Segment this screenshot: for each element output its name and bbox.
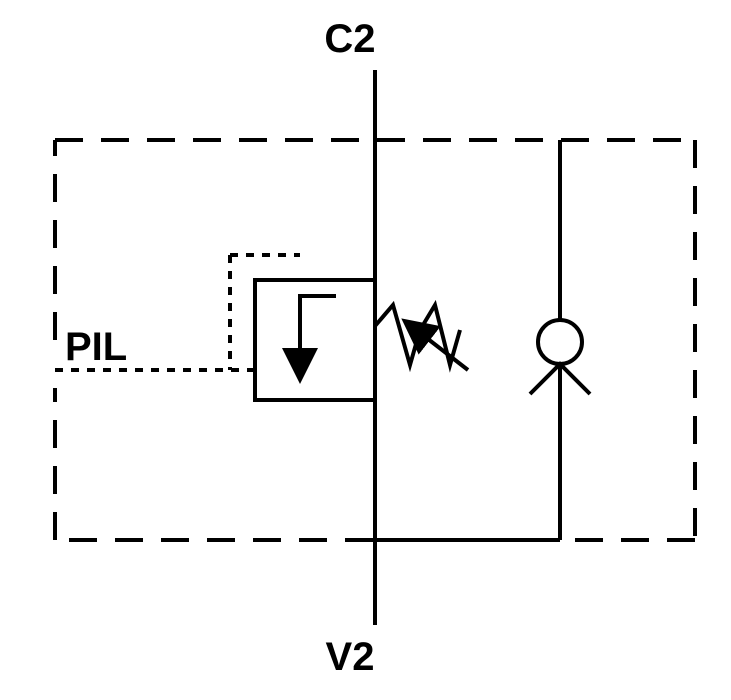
- check-valve: [375, 140, 590, 540]
- pilot-label: PIL: [65, 325, 127, 369]
- port-label-v2: V2: [326, 635, 375, 679]
- spring-symbol: [375, 305, 468, 370]
- hydraulic-schematic: C2 V2 PIL: [0, 0, 731, 700]
- port-label-c2: C2: [324, 17, 375, 61]
